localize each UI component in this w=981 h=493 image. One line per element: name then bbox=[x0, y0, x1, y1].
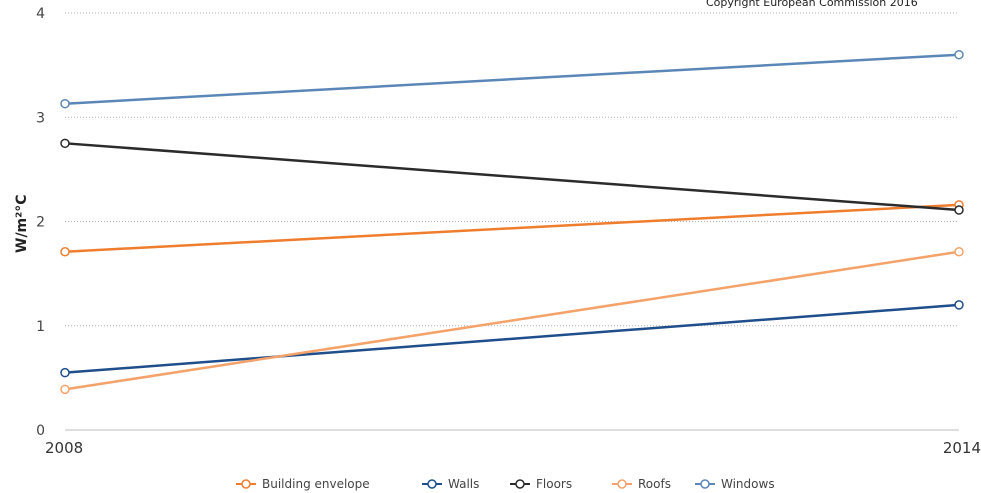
series-line bbox=[64, 250, 960, 391]
legend-label: Windows bbox=[721, 477, 775, 491]
y-axis-label: W/m²°C bbox=[14, 194, 30, 253]
series-line bbox=[64, 303, 960, 374]
legend-label: Walls bbox=[448, 477, 480, 491]
data-point bbox=[60, 246, 70, 257]
legend-item[interactable]: Roofs bbox=[612, 477, 671, 491]
series-line bbox=[64, 203, 960, 253]
legend-marker-icon bbox=[695, 479, 715, 489]
legend-marker-icon bbox=[612, 479, 632, 489]
legend-marker-icon bbox=[422, 479, 442, 489]
data-point bbox=[954, 205, 964, 215]
y-tick-label: 4 bbox=[36, 6, 45, 22]
y-tick-label: 3 bbox=[36, 110, 45, 126]
legend-label: Building envelope bbox=[262, 477, 370, 491]
y-tick-label: 2 bbox=[36, 215, 45, 231]
x-tick-label: 2014 bbox=[943, 439, 981, 457]
data-point bbox=[954, 49, 964, 60]
data-point bbox=[954, 300, 964, 310]
data-point bbox=[60, 367, 70, 378]
legend-label: Roofs bbox=[638, 477, 671, 491]
data-point bbox=[60, 138, 70, 149]
legend-item[interactable]: Floors bbox=[510, 477, 572, 491]
data-point bbox=[60, 384, 70, 395]
series-line bbox=[64, 53, 960, 105]
y-tick-label: 1 bbox=[36, 319, 45, 335]
x-tick-label: 2008 bbox=[45, 439, 83, 457]
legend-marker-icon bbox=[510, 479, 530, 489]
legend-item[interactable]: Building envelope bbox=[236, 477, 370, 491]
series-line bbox=[64, 142, 960, 212]
data-point bbox=[60, 98, 70, 109]
legend-item[interactable]: Windows bbox=[695, 477, 775, 491]
legend-label: Floors bbox=[536, 477, 573, 491]
y-tick-label: 0 bbox=[36, 423, 45, 439]
data-point bbox=[954, 246, 964, 257]
legend-marker-icon bbox=[236, 479, 256, 489]
copyright-notice: Copyright European Commission 2016 bbox=[706, 0, 918, 9]
chart-legend: Building envelope Walls Floors Roofs Windows bbox=[0, 477, 981, 493]
legend-item[interactable]: Walls bbox=[422, 477, 479, 491]
